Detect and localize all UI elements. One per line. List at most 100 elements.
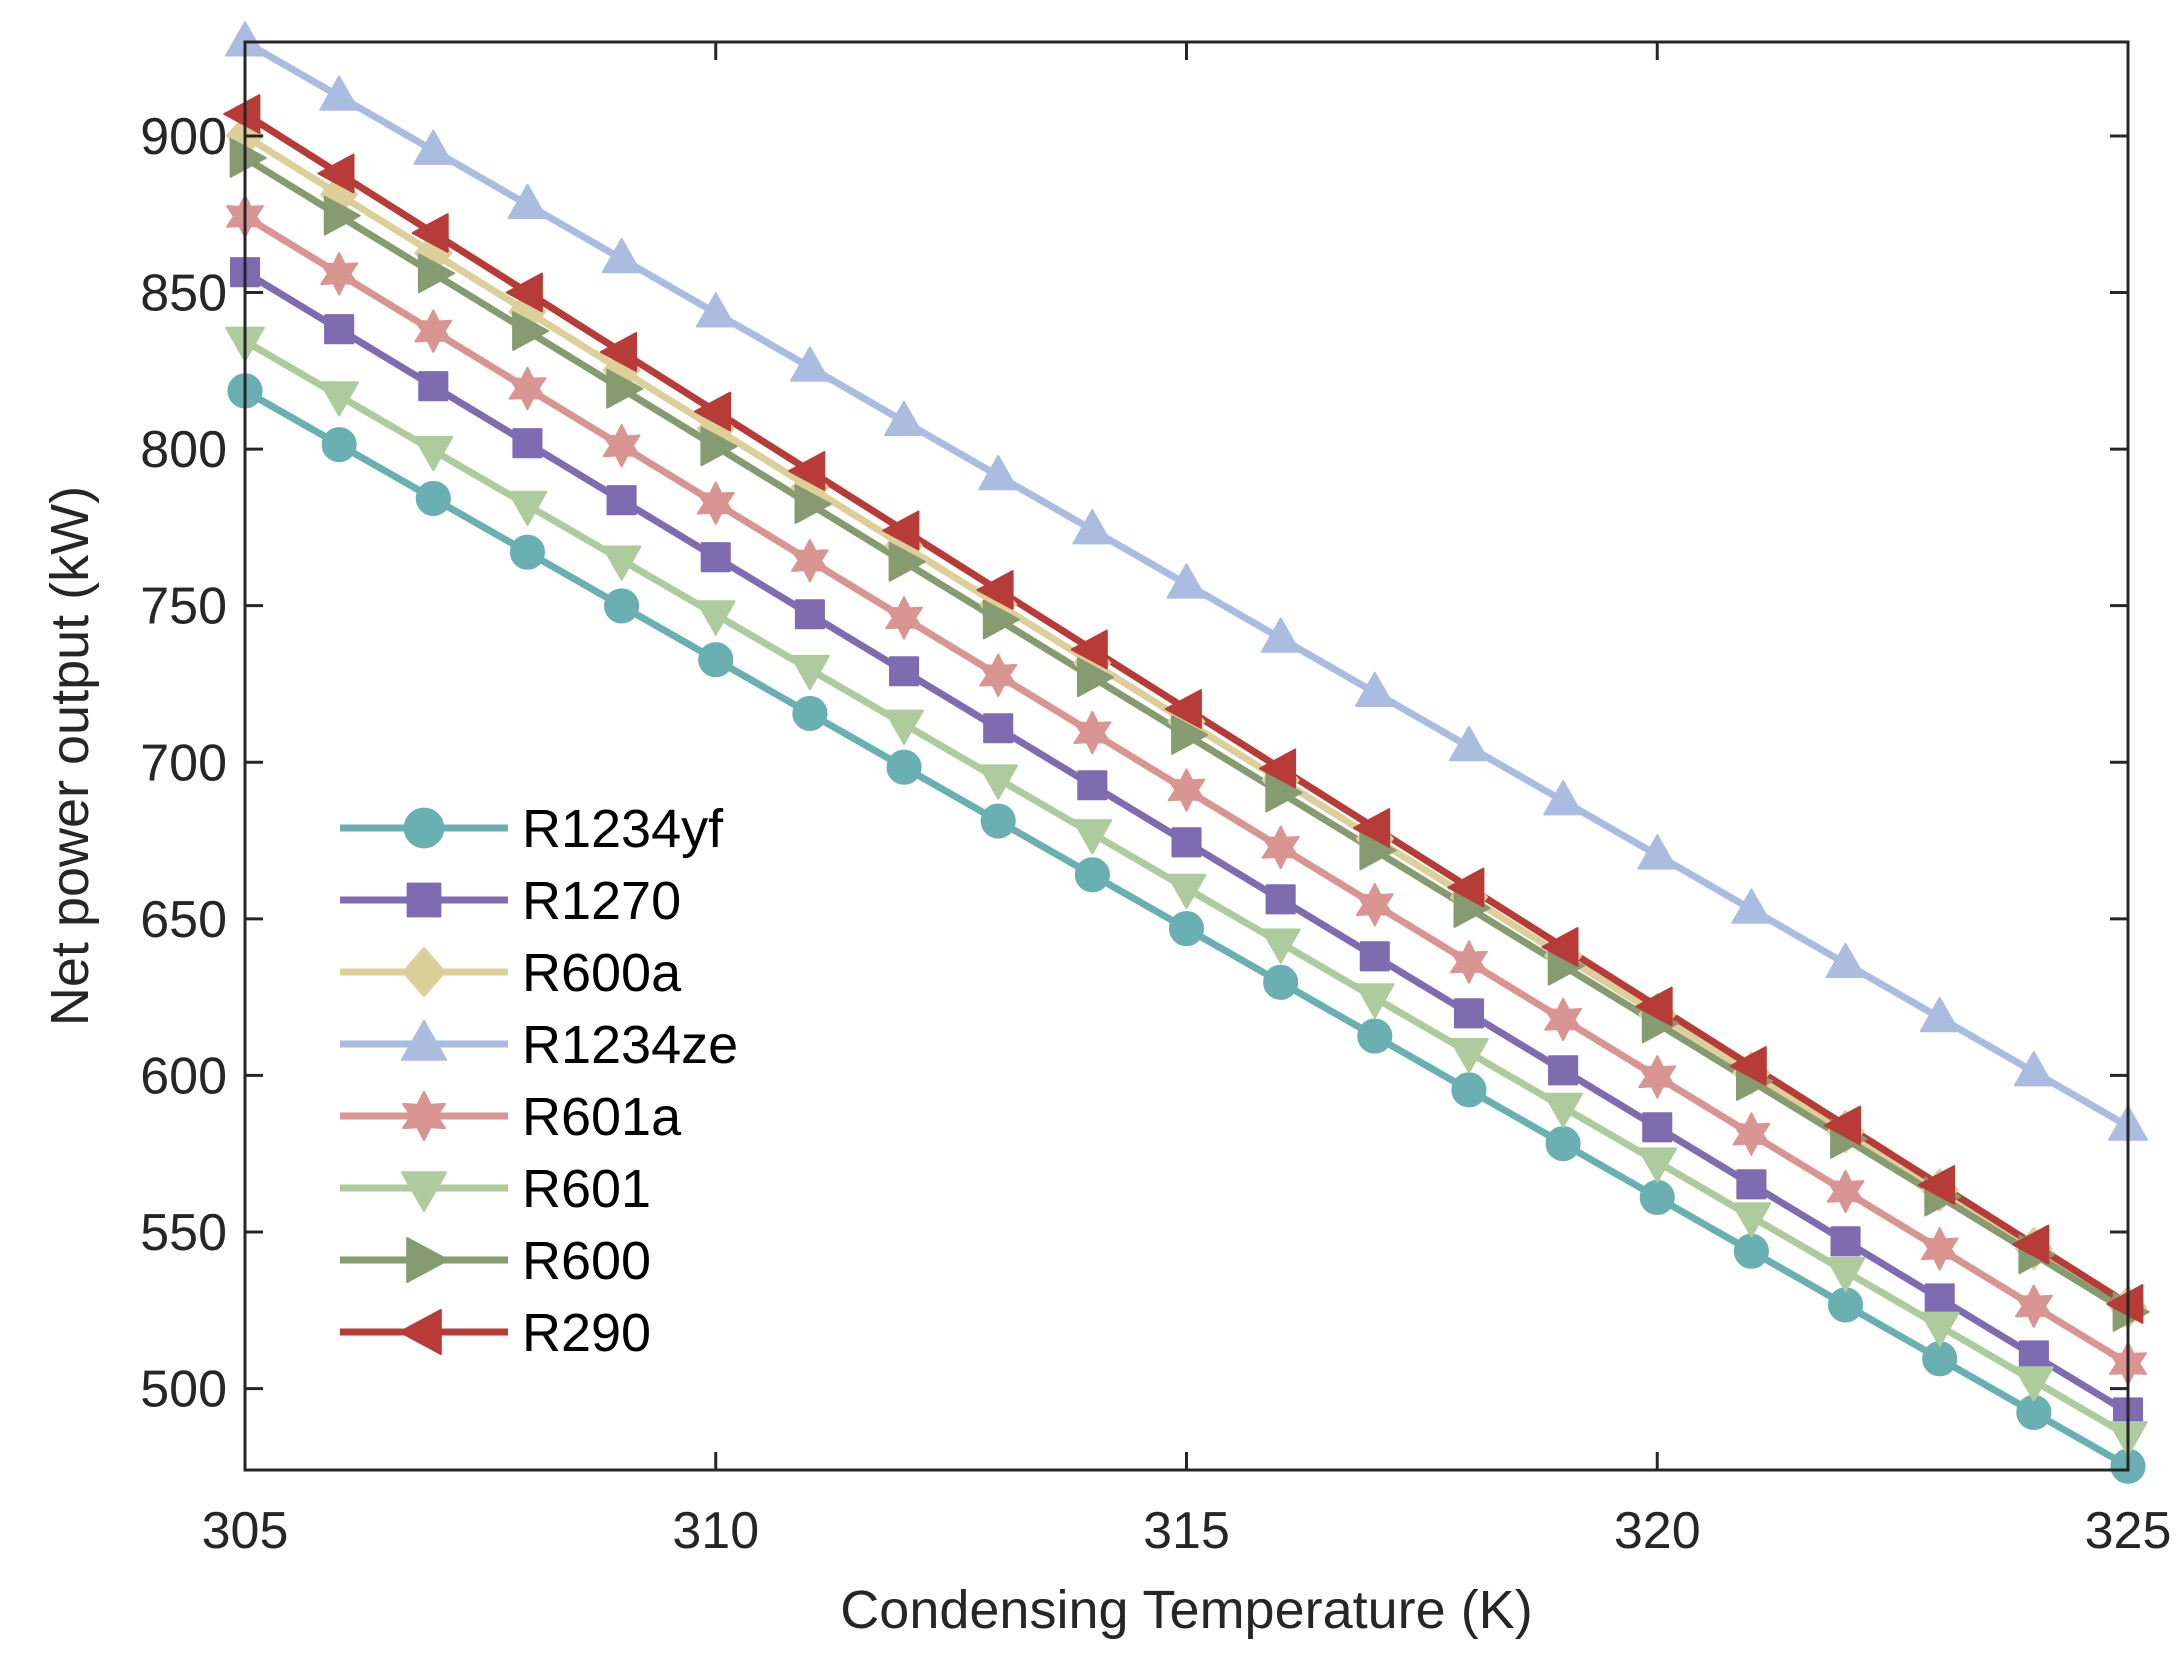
point-r600: [888, 541, 926, 582]
point-r601a: [1261, 825, 1300, 869]
legend: R1234yf R1270 R600a R1234ze R601a R601 R600 R29…: [340, 799, 738, 1363]
point-r601: [1919, 1311, 1960, 1347]
point-r290: [1164, 689, 1202, 729]
point-r601: [1354, 983, 1395, 1019]
y-tick-label: 550: [140, 1204, 227, 1262]
point-r1270: [1924, 1283, 1955, 1314]
point-r1234yf: [321, 427, 357, 463]
y-tick-label: 750: [140, 578, 227, 636]
point-r290: [599, 332, 637, 372]
point-r601: [1825, 1256, 1866, 1293]
legend-marker-r1234ze: [400, 1019, 448, 1061]
legend-label-r1234ze: R1234ze: [522, 1015, 738, 1075]
point-r1234ze: [1919, 996, 1960, 1033]
series-markers: [223, 21, 2150, 1484]
point-r1234yf: [886, 749, 922, 785]
point-r1234ze: [413, 129, 454, 165]
point-r290: [317, 153, 355, 194]
point-r290: [411, 213, 449, 253]
point-r1270: [1642, 1112, 1673, 1143]
point-r1234ze: [884, 400, 924, 436]
point-r290: [1918, 1165, 1956, 1205]
x-tick-label: 310: [672, 1502, 759, 1560]
point-r601a: [2014, 1284, 2053, 1328]
point-r1234yf: [1263, 964, 1299, 1000]
point-r601: [1166, 873, 1207, 910]
point-r601: [507, 490, 548, 526]
point-r600: [982, 599, 1020, 640]
point-r601a: [1920, 1227, 1959, 1271]
y-axis-title: Net power output (kW): [40, 486, 100, 1026]
point-r1234ze: [1449, 725, 1489, 762]
legend-marker-r1234yf: [403, 807, 445, 849]
point-r1234yf: [415, 480, 451, 516]
legend-marker-r601: [400, 1171, 448, 1213]
point-r1234ze: [1543, 780, 1583, 816]
point-r601a: [979, 653, 1018, 697]
legend-marker-r1270: [406, 882, 442, 918]
point-r601a: [1167, 768, 1206, 812]
point-r1234yf: [509, 534, 546, 570]
point-r601: [601, 545, 642, 581]
point-r1270: [418, 371, 449, 402]
point-r1234ze: [319, 75, 359, 111]
point-r1270: [1548, 1055, 1579, 1086]
y-tick-label: 650: [140, 891, 227, 949]
point-r1270: [1453, 998, 1484, 1029]
point-r1234ze: [978, 454, 1019, 491]
legend-label-r1234yf: R1234yf: [522, 799, 724, 859]
point-r290: [1635, 986, 1673, 1027]
point-r601: [1637, 1147, 1678, 1183]
point-r1234ze: [1354, 671, 1395, 707]
point-r1270: [1171, 827, 1202, 858]
point-r1270: [700, 542, 731, 573]
point-r1234ze: [790, 346, 830, 382]
point-r1270: [1077, 770, 1108, 801]
point-r1270: [1359, 941, 1390, 972]
point-r601a: [1355, 883, 1394, 927]
point-r601: [884, 709, 924, 745]
x-tick-label: 315: [1143, 1502, 1230, 1560]
point-r1234yf: [792, 695, 828, 732]
point-r1270: [889, 656, 920, 687]
point-r1234ze: [2013, 1051, 2054, 1087]
point-r1234ze: [1260, 617, 1301, 653]
point-r1234yf: [1357, 1018, 1393, 1054]
point-r1234ze: [601, 238, 642, 274]
point-r1270: [606, 485, 637, 516]
point-r1234ze: [1731, 888, 1772, 924]
point-r1270: [324, 314, 355, 345]
point-r601a: [1732, 1112, 1771, 1156]
y-tick-label: 900: [140, 108, 227, 166]
point-r1234yf: [1733, 1233, 1769, 1269]
point-r1270: [1265, 884, 1296, 915]
point-r1234yf: [1168, 910, 1205, 947]
point-r1270: [512, 428, 543, 459]
point-r601a: [696, 481, 735, 525]
point-r601: [1260, 928, 1301, 964]
legend-label-r601a: R601a: [522, 1087, 682, 1147]
x-axis-title: Condensing Temperature (K): [840, 1580, 1532, 1640]
point-r290: [1729, 1046, 1767, 1086]
point-r601: [695, 600, 736, 636]
legend-marker-r600a: [402, 946, 446, 998]
point-r601a: [1073, 710, 1112, 755]
point-r600: [512, 311, 550, 351]
point-r601a: [320, 252, 359, 296]
point-r290: [1541, 927, 1579, 967]
point-r600: [794, 484, 832, 524]
point-r290: [976, 570, 1014, 610]
point-r1234yf: [980, 803, 1016, 839]
point-r601a: [414, 309, 453, 353]
point-r601a: [1544, 997, 1582, 1042]
legend-label-r601: R601: [522, 1159, 651, 1219]
point-r601a: [1638, 1055, 1677, 1099]
point-r1234ze: [1637, 834, 1678, 870]
point-r1234yf: [1639, 1179, 1675, 1215]
point-r601: [413, 436, 454, 472]
point-r600: [229, 138, 267, 178]
point-r1234yf: [1922, 1341, 1958, 1377]
legend-label-r600a: R600a: [522, 943, 682, 1003]
point-r290: [223, 94, 261, 134]
